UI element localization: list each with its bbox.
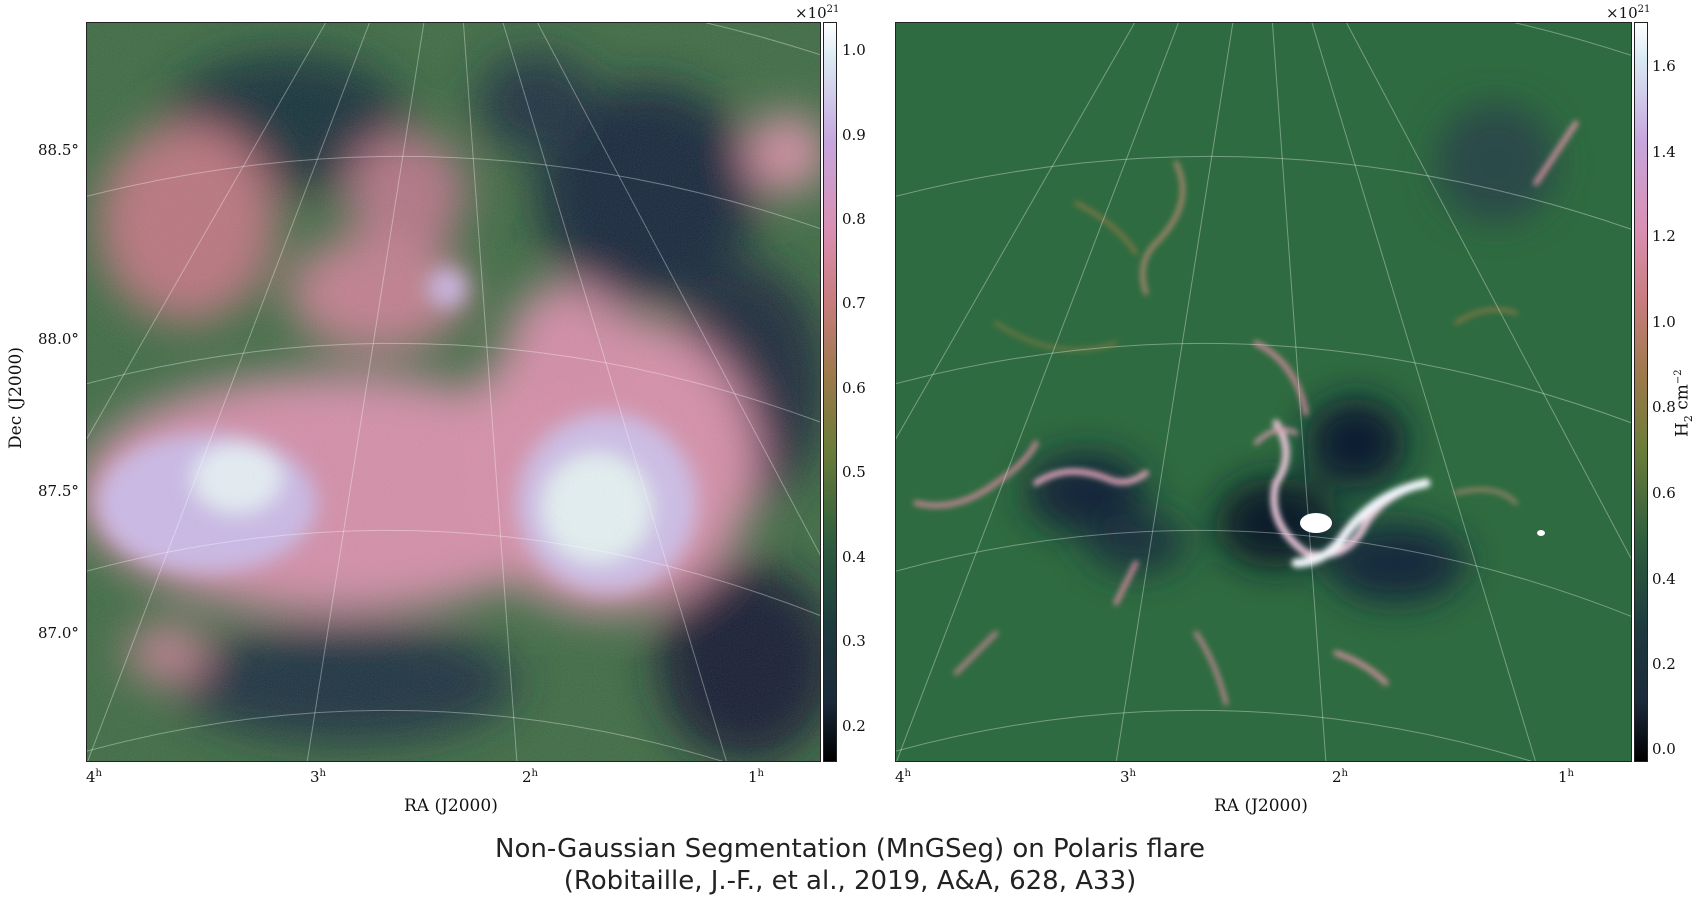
right-cb-tick-label: 0.0 [1652,740,1676,758]
dec-tick-label: 88.0° [38,330,79,348]
right-cb-tick-label: 0.8 [1652,398,1676,416]
right-map-image [896,23,1631,761]
dec-tick-label: 88.5° [38,141,79,159]
right-cb-tick-label: 1.2 [1652,227,1676,245]
caption-title: Non-Gaussian Segmentation (MnGSeg) on Po… [495,834,1205,864]
left-cb-tick-label: 0.2 [842,717,866,735]
ra-tick-label: 3h [1120,768,1136,786]
right-cb-tick-label: 0.2 [1652,655,1676,673]
left-colorbar-exponent: ×1021 [795,4,840,22]
left-cb-tick-label: 0.9 [842,126,866,144]
left-cb-tick-label: 0.3 [842,632,866,650]
right-cb-tick-label: 1.0 [1652,313,1676,331]
left-map-image [87,23,820,761]
caption-citation: (Robitaille, J.-F., et al., 2019, A&A, 6… [563,866,1137,896]
left-cb-tick-label: 0.4 [842,548,866,566]
right-cb-tick-label: 1.4 [1652,143,1676,161]
right-cb-tick-label: 1.6 [1652,57,1676,75]
left-cb-tick-label: 0.7 [842,294,866,312]
left-column-density-map [86,22,821,762]
dec-tick-label: 87.5° [38,482,79,500]
left-cb-tick-label: 1.0 [842,41,866,59]
dec-tick-label: 87.0° [38,624,79,642]
right-colorbar-label: H2 cm−2 [1672,369,1696,438]
ra-tick-label: 3h [310,768,326,786]
ra-tick-label: 2h [522,768,538,786]
right-colorbar-exponent: ×1021 [1606,4,1651,22]
left-cb-tick-label: 0.6 [842,379,866,397]
right-segmentation-map [895,22,1632,762]
ra-tick-label: 4h [895,768,911,786]
ra-tick-label: 1h [748,768,764,786]
right-cb-tick-label: 0.4 [1652,570,1676,588]
ra-tick-label: 2h [1332,768,1348,786]
right-colorbar [1634,22,1648,762]
left-colorbar [823,22,837,762]
left-y-axis-label: Dec (J2000) [5,347,26,449]
right-cb-tick-label: 0.6 [1652,484,1676,502]
right-x-axis-label: RA (J2000) [1214,796,1308,816]
ra-tick-label: 4h [86,768,102,786]
left-cb-tick-label: 0.5 [842,463,866,481]
left-x-axis-label: RA (J2000) [404,796,498,816]
ra-tick-label: 1h [1558,768,1574,786]
left-cb-tick-label: 0.8 [842,210,866,228]
